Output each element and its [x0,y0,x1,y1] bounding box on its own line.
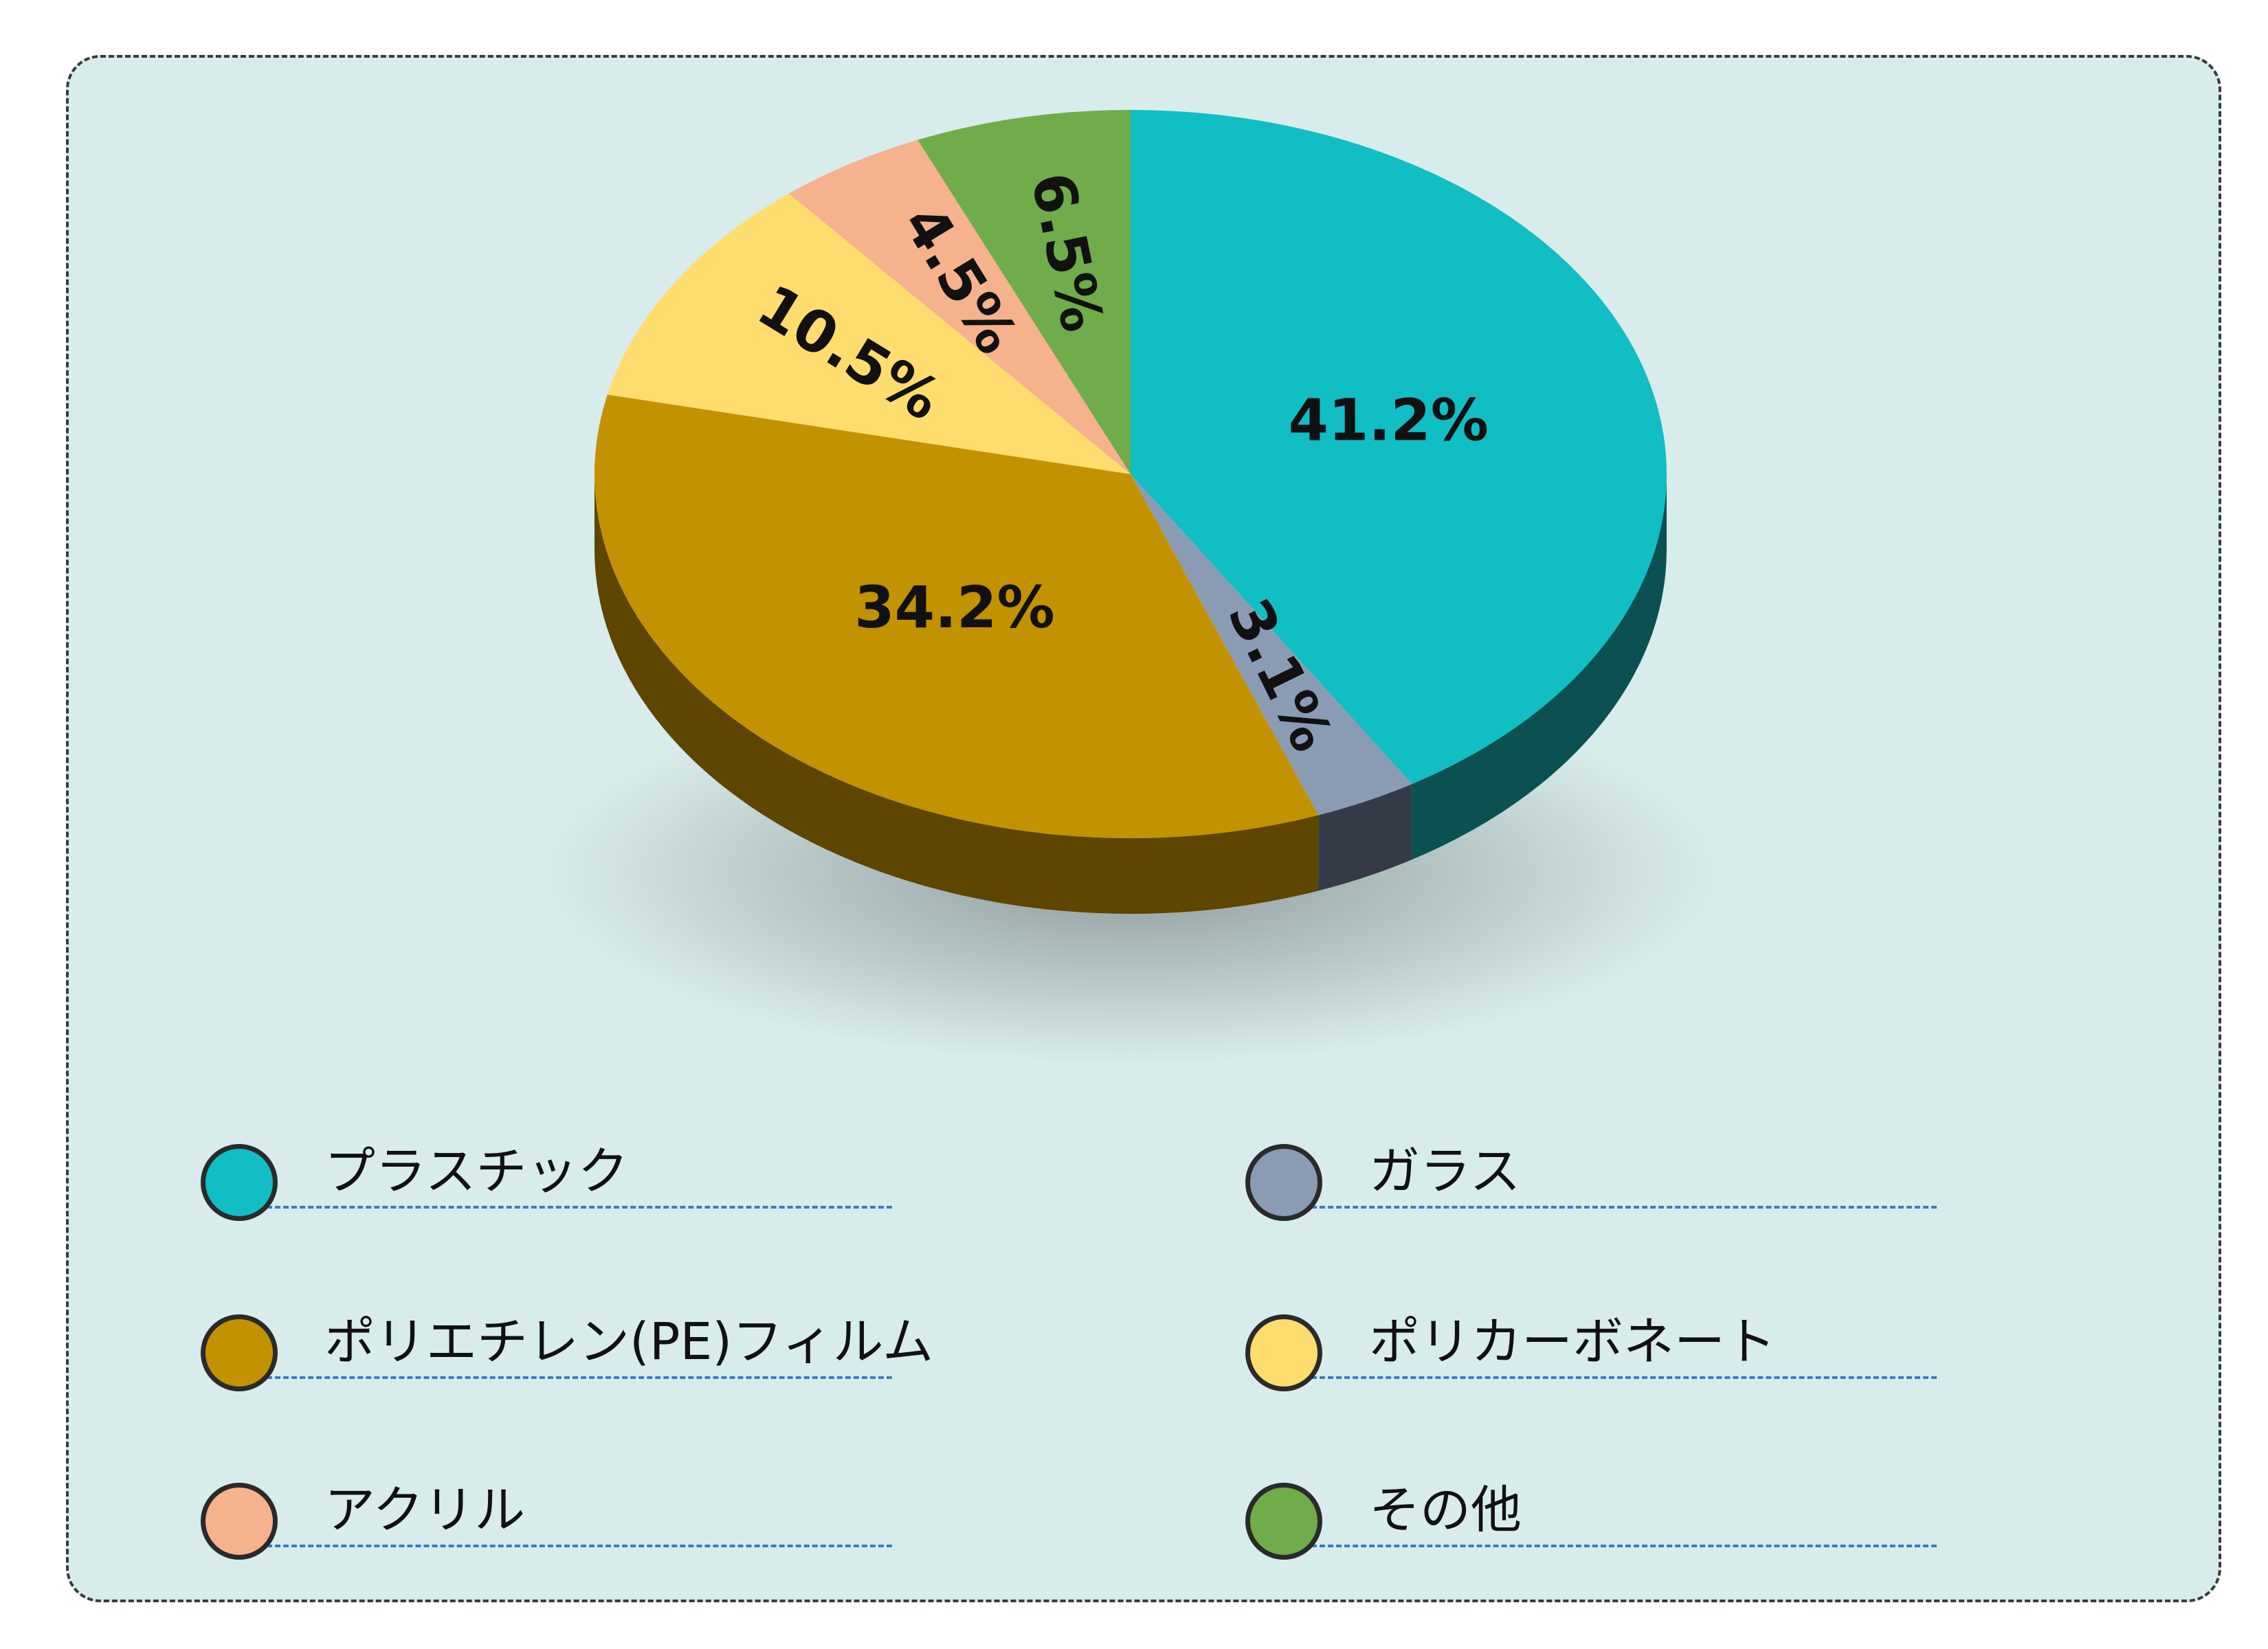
legend-label: プラスチック [324,1142,629,1201]
legend-swatch [201,1144,278,1221]
slice-4-top [607,193,1131,474]
pie-sides [594,474,1667,914]
legend-label: その他 [1369,1481,1522,1540]
legend-underline [267,1206,892,1209]
legend-swatch [201,1483,278,1560]
legend-swatch [1245,1483,1322,1560]
slice-3-side [594,474,1319,914]
slice-2-side [1318,784,1412,891]
legend-underline [267,1545,892,1547]
legend-underline [1311,1376,1937,1379]
slice-2-top [1131,474,1412,816]
legend-label: ポリエチレン(PE)フィルム [324,1312,934,1371]
legend-underline [1311,1206,1937,1209]
slice-1-side [1412,474,1667,860]
slice-1-value-label: 41.2% [1288,387,1488,454]
slice-3-top [594,394,1319,838]
legend-swatch [201,1314,278,1391]
legend-label: アクリル [324,1481,526,1540]
slice-5-top [788,139,1131,475]
slice-3-value-label: 34.2% [854,574,1054,641]
legend-swatch [1245,1314,1322,1391]
pie-top [594,110,1667,838]
legend-swatch [1245,1144,1322,1221]
legend-underline [1311,1545,1937,1547]
legend-label: ポリカーボネート [1369,1312,1776,1371]
slice-1-top [1131,110,1667,785]
legend-underline [267,1376,892,1379]
slice-6-top [918,110,1131,474]
legend-label: ガラス [1369,1142,1521,1201]
